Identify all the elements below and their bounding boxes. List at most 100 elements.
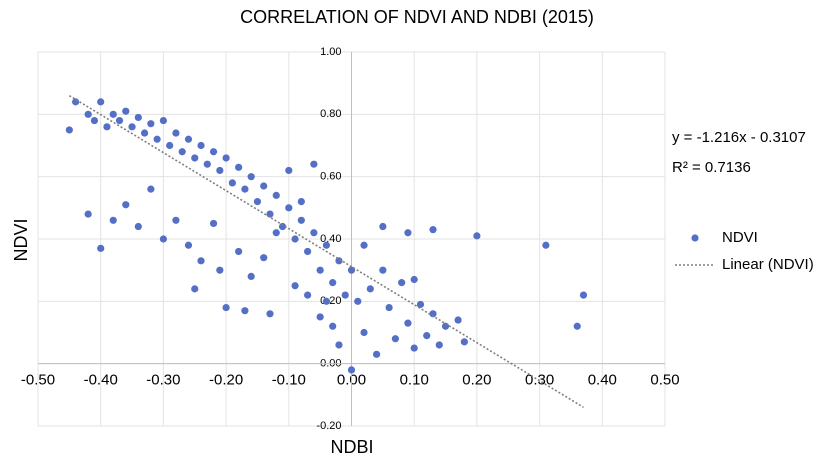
point [410,344,418,352]
legend-label: Linear (NDVI) [722,256,814,273]
point [153,135,161,143]
point [65,126,73,134]
point [316,266,324,274]
point [441,322,450,330]
point [379,266,387,274]
trend-equation: y = -1.216x - 0.3107 [672,129,806,146]
point [191,154,199,162]
point [134,113,142,122]
point [191,285,199,293]
point [84,210,92,218]
y-tick-label: 0.80 [320,108,341,120]
x-tick-label: -0.50 [21,372,55,389]
point [322,297,331,305]
point [159,116,167,125]
point [404,319,412,327]
point [404,229,412,237]
point [203,160,211,168]
point [454,316,462,324]
point [366,285,374,293]
point [216,166,224,175]
point [304,247,312,256]
point [429,310,437,318]
point [272,229,280,237]
point [235,163,243,171]
x-axis-label: NDBI [330,437,373,457]
y-tick-label: 1.00 [320,46,341,58]
point [429,226,437,234]
point [97,98,105,106]
point [228,179,236,187]
point [291,235,299,243]
point [460,338,468,346]
point [197,257,205,265]
point [304,291,312,299]
point [423,332,431,340]
chart-title: CORRELATION OF NDVI AND NDBI (2015) [240,7,594,27]
point [385,303,393,312]
point [297,198,305,206]
point [341,291,349,299]
point [159,235,167,243]
point [322,241,331,249]
point [435,341,443,349]
point [260,182,268,190]
point [360,328,368,337]
point [347,366,356,374]
point [172,216,180,224]
point [272,191,280,199]
point [297,216,305,224]
point [329,279,337,287]
point [109,216,117,224]
point [122,201,130,209]
point [379,222,387,231]
point [172,129,180,137]
point [178,148,186,156]
x-tick-label: 0.50 [650,372,679,389]
point [122,107,130,115]
x-tick-label: -0.40 [84,372,118,389]
point [235,247,243,256]
point [410,275,418,284]
point [72,98,80,106]
x-tick-label: 0.20 [462,372,491,389]
point [416,300,425,309]
point [335,257,343,265]
point [473,232,481,240]
point [335,341,343,349]
point [285,166,293,175]
y-tick-label: 0.60 [320,171,341,183]
point [247,272,255,280]
point [241,307,249,315]
point [209,219,218,228]
point [97,244,105,252]
point [222,154,230,162]
y-tick-label: 0.40 [320,233,341,245]
y-axis-label: NDVI [11,218,31,261]
x-tick-label: -0.20 [209,372,243,389]
point [247,173,255,181]
point [115,116,124,125]
point [360,241,368,249]
point [573,322,581,330]
point [109,110,117,118]
point [266,310,274,318]
point [103,123,111,131]
point [216,266,224,274]
point [253,198,262,206]
point [209,148,218,156]
point [354,297,362,305]
x-tick-label: 0.40 [588,372,617,389]
point [278,222,287,231]
point [310,160,318,168]
point [184,135,193,143]
point [329,322,337,330]
point [197,141,205,150]
point [579,291,588,299]
point [134,222,142,231]
point [90,116,99,125]
x-tick-label: -0.10 [272,372,306,389]
trendline [68,94,584,408]
legend-marker [691,234,699,242]
point [310,229,318,237]
